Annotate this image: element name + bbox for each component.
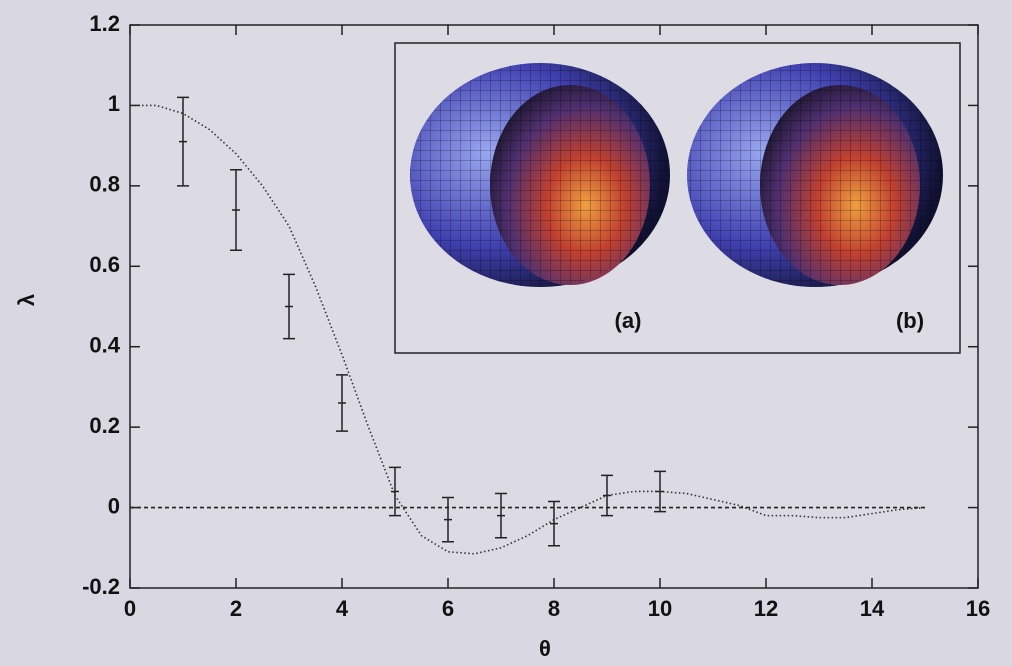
- error-bar: [336, 374, 348, 432]
- y-tick-label: 0.6: [89, 252, 120, 277]
- y-axis-label: λ: [14, 294, 39, 306]
- error-bar: [177, 96, 189, 187]
- sphere-a-mesh: [410, 63, 670, 287]
- y-tick-label: 0.2: [89, 413, 120, 438]
- x-tick-label: 16: [966, 596, 990, 621]
- x-tick-label: 4: [336, 596, 349, 621]
- inset: (a) (b): [394, 42, 961, 354]
- y-tick-label: 0.4: [89, 333, 120, 358]
- x-tick-label: 12: [754, 596, 778, 621]
- x-tick-label: 10: [648, 596, 672, 621]
- error-bar: [601, 474, 613, 517]
- inset-label: (b): [896, 308, 924, 333]
- x-tick-label: 2: [230, 596, 242, 621]
- error-bar: [283, 273, 295, 340]
- x-tick-label: 8: [548, 596, 560, 621]
- error-bar: [442, 496, 454, 543]
- error-bar: [495, 492, 507, 539]
- curve: [130, 104, 926, 555]
- y-tick-label: 0: [108, 493, 120, 518]
- x-tick-label: 6: [442, 596, 454, 621]
- error-bar: [230, 169, 242, 251]
- y-tick-label: 0.8: [89, 172, 120, 197]
- error-bar: [548, 500, 560, 547]
- y-tick-label: 1.2: [89, 11, 120, 36]
- sphere-b-mesh: [687, 63, 943, 287]
- error-bar: [389, 466, 401, 517]
- inset-label: (a): [615, 308, 642, 333]
- x-tick-label: 14: [860, 596, 885, 621]
- x-axis-label: θ: [539, 636, 551, 661]
- y-tick-label: -0.2: [82, 574, 120, 599]
- y-tick-label: 1: [108, 91, 120, 116]
- x-tick-label: 0: [124, 596, 136, 621]
